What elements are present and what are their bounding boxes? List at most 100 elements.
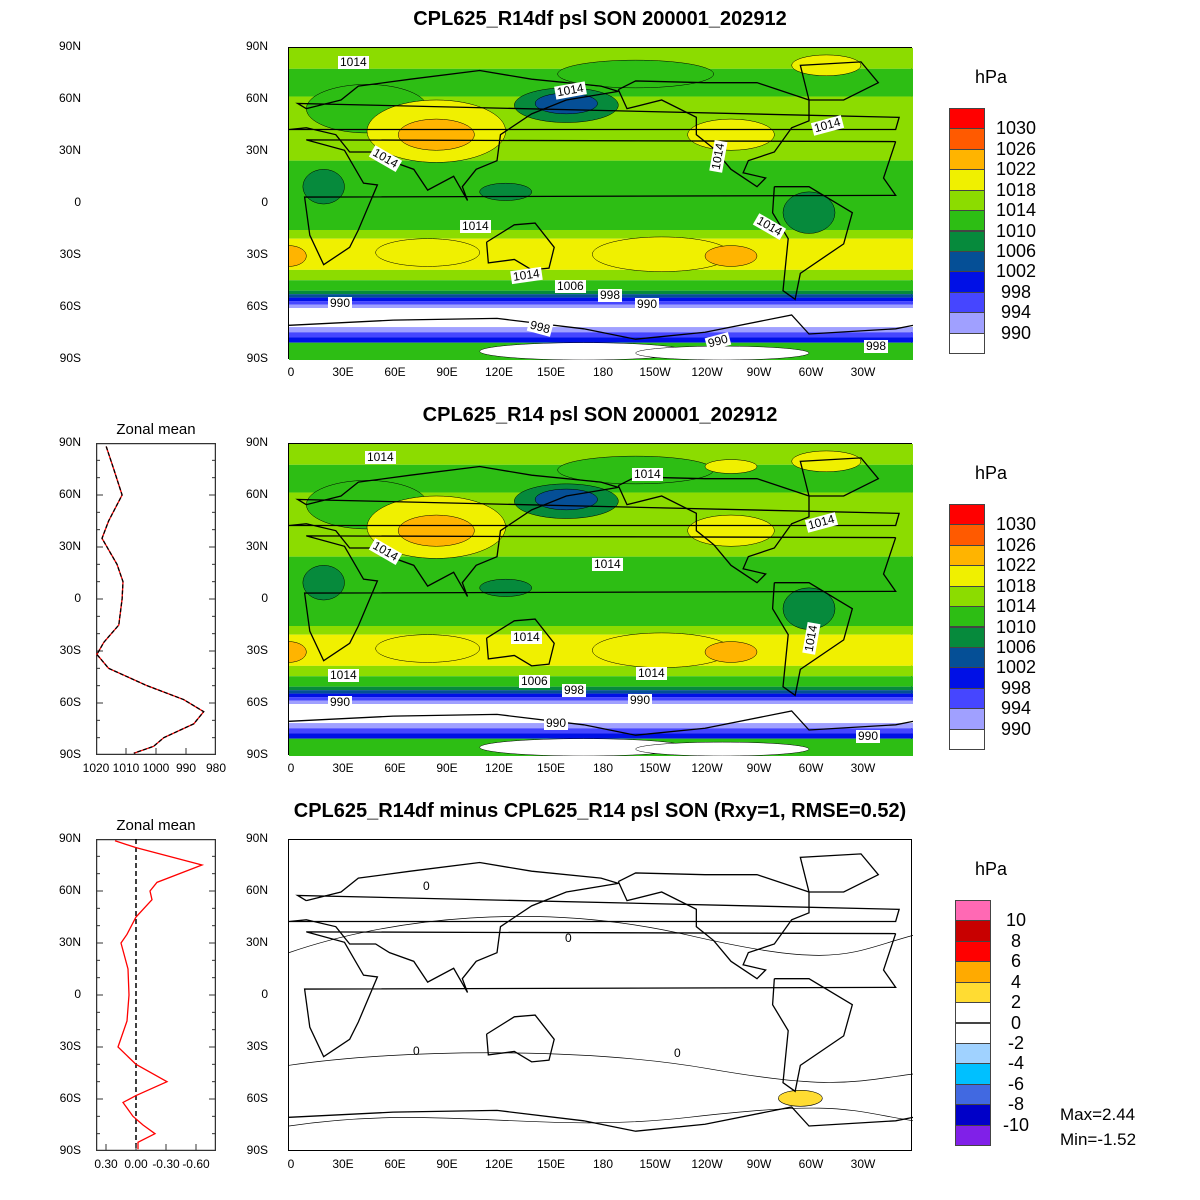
lon-tick-label: 0 bbox=[287, 761, 295, 775]
lat-tick-label: 60N bbox=[245, 883, 268, 897]
contour-label: 998 bbox=[562, 683, 587, 697]
coastline bbox=[289, 465, 900, 597]
lat-tick-label: 0 bbox=[74, 591, 81, 605]
lat-tick-label: 60S bbox=[59, 695, 81, 709]
pressure-band bbox=[289, 704, 913, 724]
lon-tick-label: 180 bbox=[592, 761, 614, 775]
colorbar-label: 1010 bbox=[995, 220, 1037, 241]
colorbar-swatch bbox=[949, 128, 985, 150]
coastline bbox=[485, 222, 555, 271]
colorbar-swatch bbox=[949, 189, 985, 212]
pressure-cell bbox=[397, 118, 475, 151]
lat-tick-label: 30S bbox=[59, 643, 81, 657]
coastline bbox=[289, 710, 913, 736]
lat-tick-label: 30N bbox=[58, 935, 81, 949]
colorbar-swatch bbox=[949, 230, 985, 252]
contour-label: 1014 bbox=[460, 219, 491, 233]
colorbar-label: 1022 bbox=[995, 555, 1037, 576]
pressure-cell bbox=[289, 245, 307, 267]
colorbar-label: 1002 bbox=[995, 657, 1037, 678]
zonal-mean-plot-difference bbox=[96, 839, 216, 1151]
lon-tick-label: 120W bbox=[691, 365, 723, 379]
contour-label: 0 bbox=[423, 879, 430, 893]
colorbar-swatch bbox=[949, 585, 985, 608]
lon-tick-label: 30W bbox=[850, 761, 876, 775]
colorbar-swatch bbox=[955, 961, 991, 983]
colorbar-label: -2 bbox=[1007, 1032, 1024, 1053]
pressure-band bbox=[289, 700, 913, 704]
lon-tick-label: 60W bbox=[798, 365, 824, 379]
lat-tick-label: 30S bbox=[246, 1039, 268, 1053]
lon-tick-label: 30E bbox=[332, 365, 354, 379]
contour-label: 0 bbox=[565, 931, 572, 945]
lon-tick-label: 60W bbox=[798, 1157, 824, 1171]
lon-tick-label: 120W bbox=[691, 1157, 723, 1171]
lon-tick-label: 180 bbox=[592, 365, 614, 379]
lon-tick-label: 120E bbox=[484, 365, 514, 379]
lat-tick-label: 60S bbox=[246, 695, 268, 709]
colorbar-swatch bbox=[955, 900, 991, 922]
panel-title-bottom: CPL625_R14df minus CPL625_R14 psl SON (R… bbox=[293, 800, 907, 822]
pressure-band bbox=[289, 444, 913, 465]
lat-tick-label: 60S bbox=[59, 299, 81, 313]
lat-tick-label: 30S bbox=[59, 247, 81, 261]
lat-tick-label: 0 bbox=[261, 987, 268, 1001]
coastline bbox=[289, 1106, 913, 1132]
pressure-cell bbox=[687, 118, 775, 151]
lon-tick-label: 150W bbox=[639, 761, 671, 775]
colorbar-swatch bbox=[949, 626, 985, 648]
lat-tick-label: 90S bbox=[59, 747, 81, 761]
colorbar-label: 998 bbox=[1000, 281, 1032, 302]
lon-tick-label: 90E bbox=[436, 1157, 458, 1171]
zero-contour bbox=[289, 1107, 913, 1127]
colorbar-swatch bbox=[949, 544, 985, 567]
pressure-cell bbox=[635, 741, 810, 756]
contour-label: 1014 bbox=[511, 630, 542, 644]
colorbar-label: 1006 bbox=[995, 240, 1037, 261]
pressure-cell bbox=[479, 182, 532, 201]
pressure-cell bbox=[687, 514, 775, 547]
pressure-band bbox=[289, 723, 913, 729]
lat-tick-label: 90N bbox=[245, 435, 268, 449]
colorbar-swatch bbox=[955, 1124, 991, 1146]
lat-tick-label: 60S bbox=[246, 1091, 268, 1105]
lon-tick-label: 150W bbox=[639, 365, 671, 379]
pressure-cell bbox=[375, 634, 480, 663]
lat-tick-label: 30N bbox=[245, 935, 268, 949]
colorbar-label: 4 bbox=[1010, 971, 1021, 992]
pressure-cell bbox=[289, 641, 307, 663]
lat-tick-label: 60N bbox=[245, 91, 268, 105]
pressure-band bbox=[289, 676, 913, 687]
lat-tick-label: 90N bbox=[58, 39, 81, 53]
colorbar-swatch bbox=[955, 940, 991, 963]
colorbar-swatch bbox=[949, 108, 985, 130]
pressure-cell bbox=[557, 59, 714, 89]
lat-tick-label: 90S bbox=[246, 747, 268, 761]
contour-label: 1014 bbox=[328, 668, 359, 682]
pressure-cell bbox=[302, 565, 345, 601]
contour-label: 998 bbox=[598, 288, 623, 302]
colorbar-swatch bbox=[955, 1042, 991, 1065]
colorbar-label: 990 bbox=[1000, 718, 1032, 739]
lon-tick-label: 120E bbox=[484, 761, 514, 775]
pressure-cell bbox=[782, 191, 836, 234]
coastline bbox=[289, 69, 900, 201]
lat-tick-label: 60N bbox=[58, 91, 81, 105]
lat-tick-label: 90S bbox=[59, 351, 81, 365]
zonal-mean-series bbox=[114, 840, 205, 1150]
lat-tick-label: 90N bbox=[58, 435, 81, 449]
pressure-cell bbox=[397, 514, 475, 547]
colorbar-label: -8 bbox=[1007, 1094, 1024, 1115]
colorbar-swatch bbox=[955, 1063, 991, 1085]
colorbar-swatch bbox=[955, 1083, 991, 1106]
plot-frame bbox=[96, 839, 216, 1151]
coastline bbox=[617, 476, 810, 584]
lat-tick-label: 60N bbox=[58, 487, 81, 501]
colorbar-label: 6 bbox=[1010, 951, 1021, 972]
zonal-mean-title: Zonal mean bbox=[116, 817, 196, 834]
contour-label: 990 bbox=[544, 716, 569, 730]
pressure-band bbox=[289, 301, 913, 305]
colorbar-label: 1018 bbox=[995, 575, 1037, 596]
colorbar-unit: hPa bbox=[975, 859, 1008, 879]
colorbar-swatch bbox=[949, 291, 985, 314]
